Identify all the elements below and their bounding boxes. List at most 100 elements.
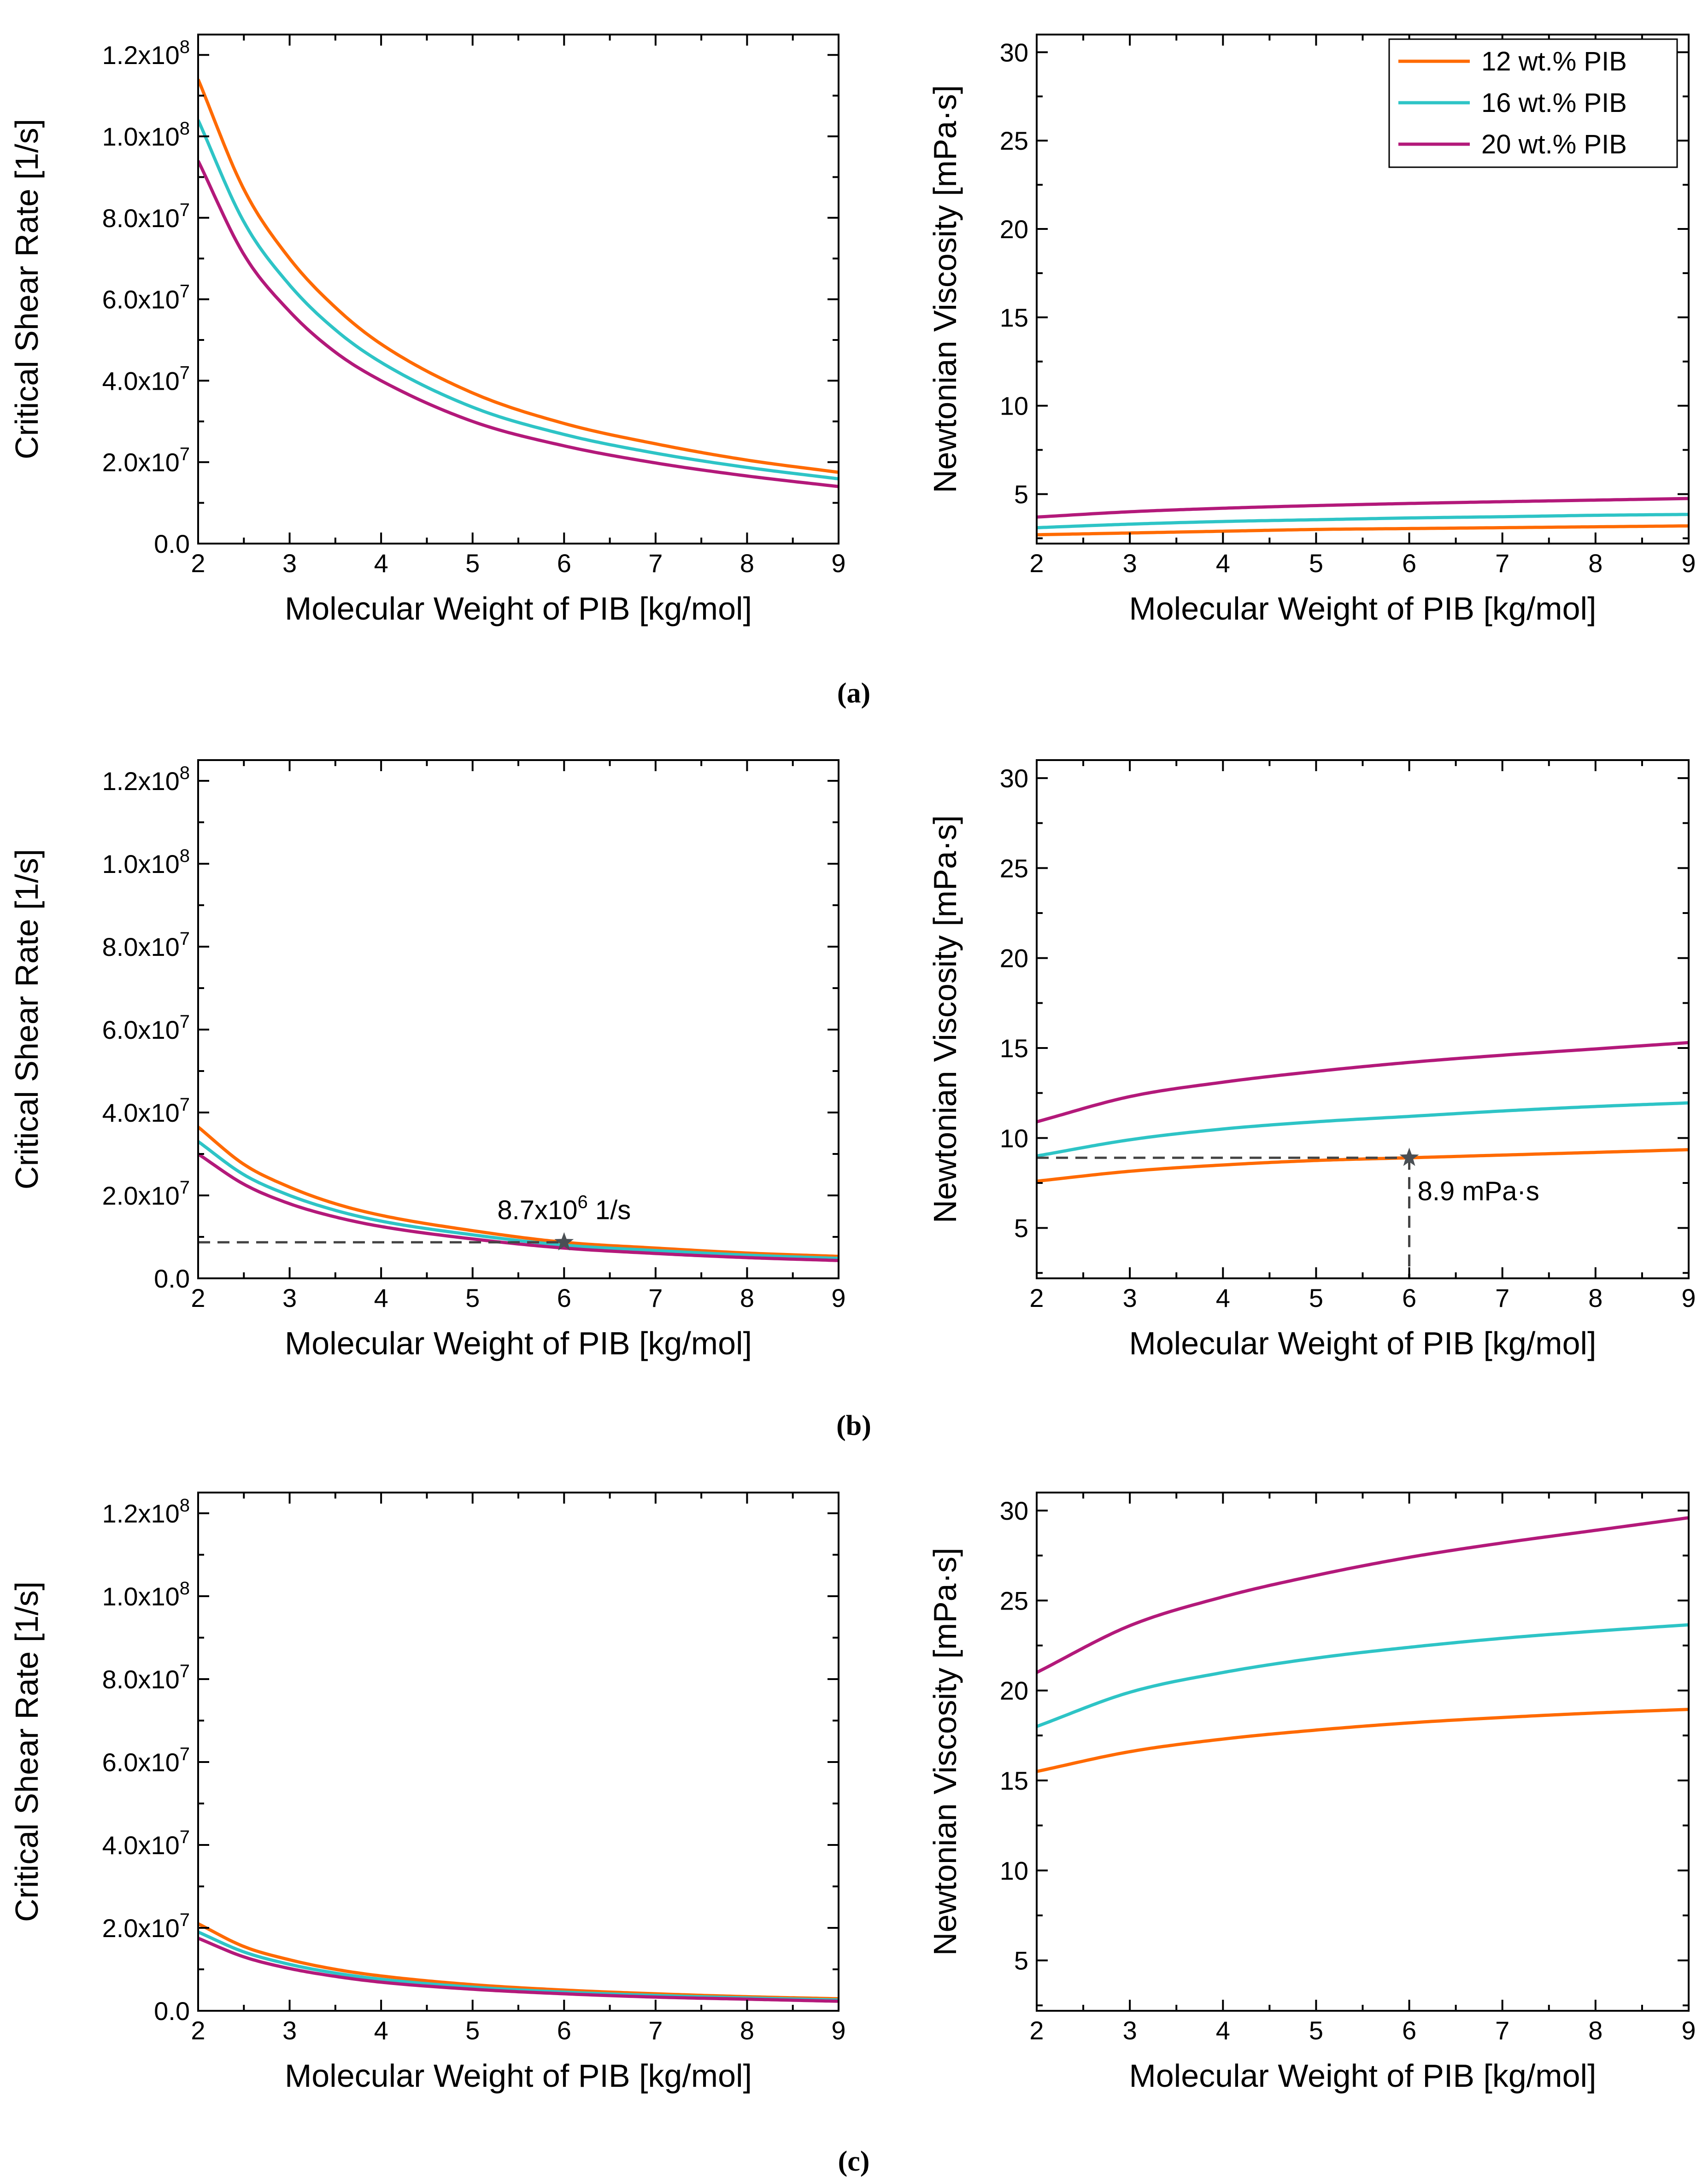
y-tick-label-base: 1.2x10 (102, 767, 180, 796)
y-tick-label: 5 (1014, 1214, 1028, 1243)
y-tick-label-exponent: 7 (180, 281, 190, 302)
y-tick-label-base: 6.0x10 (102, 285, 180, 314)
y-tick-label-base: 25 (1000, 854, 1028, 883)
annotation-label-unit: 1/s (588, 1195, 631, 1225)
y-tick-label: 6.0x107 (102, 1012, 190, 1044)
y-tick-label: 10 (1000, 1856, 1028, 1885)
x-tick-label: 7 (648, 2016, 663, 2045)
legend: 12 wt.% PIB 16 wt.% PIB 20 wt.% PIB (1388, 38, 1678, 168)
x-tick-label: 2 (191, 2016, 205, 2045)
y-tick-label-exponent: 7 (180, 200, 190, 220)
x-tick-label: 8 (1588, 1283, 1602, 1312)
annotation-label-base: 8.7x10 (497, 1195, 577, 1225)
x-tick-label: 3 (1123, 2016, 1137, 2045)
x-tick-label: 4 (1216, 1283, 1230, 1312)
chart-c-viscosity: 2 3 4 5 6 7 8 9 5 10 15 20 25 30 Molecular Weight of P… (927, 1492, 1696, 2094)
y-tick-label-base: 15 (1000, 1766, 1028, 1795)
x-tick-label: 6 (557, 1283, 571, 1312)
x-tick-label: 6 (1402, 549, 1416, 578)
y-tick-label-exponent: 7 (180, 363, 190, 383)
caption-b: (b) (836, 1410, 871, 1441)
x-tick-label: 5 (1309, 2016, 1323, 2045)
annotation-label: 8.9 mPa·s (1418, 1176, 1539, 1206)
y-tick-label: 6.0x107 (102, 281, 190, 314)
y-tick-label: 30 (1000, 1496, 1028, 1525)
series-line-20-wt-pib (198, 160, 839, 488)
x-tick-label: 5 (465, 2016, 480, 2045)
y-tick-label: 4.0x107 (102, 363, 190, 395)
y-axis-title: Critical Shear Rate [1/s] (9, 1581, 45, 1922)
series-line-16-wt-pib (1037, 1101, 1689, 1158)
y-tick-label-base: 6.0x10 (102, 1748, 180, 1777)
y-tick-label-base: 10 (1000, 1856, 1028, 1885)
x-tick-label: 5 (465, 549, 480, 578)
x-axis-title: Molecular Weight of PIB [kg/mol] (1129, 1325, 1596, 1361)
y-tick-label-exponent: 7 (180, 444, 190, 464)
x-tick-label: 5 (1309, 549, 1323, 578)
y-axis-title: Critical Shear Rate [1/s] (9, 119, 45, 459)
y-tick-label-base: 0.0 (154, 1264, 190, 1293)
x-tick-label: 4 (374, 2016, 388, 2045)
y-tick-label-base: 15 (1000, 303, 1028, 332)
y-tick-label: 8.0x107 (102, 1661, 190, 1694)
y-tick-label-base: 2.0x10 (102, 1181, 180, 1210)
x-tick-label: 3 (282, 2016, 297, 2045)
y-tick-label-base: 8.0x10 (102, 1665, 180, 1694)
y-tick-label: 30 (1000, 38, 1028, 67)
series-line-12-wt-pib (198, 1125, 839, 1258)
y-tick-label-base: 5 (1014, 1214, 1028, 1243)
y-tick-label-exponent: 7 (180, 1661, 190, 1681)
y-tick-label: 8.0x107 (102, 929, 190, 961)
y-tick-label: 20 (1000, 1676, 1028, 1705)
x-tick-label: 4 (1216, 2016, 1230, 2045)
y-tick-label: 30 (1000, 764, 1028, 793)
x-tick-label: 4 (374, 1283, 388, 1312)
caption-c: (c) (838, 2146, 870, 2177)
y-tick-label-base: 2.0x10 (102, 1914, 180, 1943)
y-tick-label: 20 (1000, 215, 1028, 244)
y-tick-label-base: 1.0x10 (102, 1582, 180, 1611)
y-tick-label: 0.0 (154, 1997, 190, 2026)
x-tick-label: 3 (282, 549, 297, 578)
x-tick-label: 4 (374, 549, 388, 578)
x-tick-label: 5 (465, 1283, 480, 1312)
legend-label: 16 wt.% PIB (1481, 88, 1627, 118)
annotation-label: 8.7x106 1/s (497, 1192, 631, 1225)
y-tick-label-base: 10 (1000, 1124, 1028, 1153)
y-tick-label-base: 2.0x10 (102, 448, 180, 477)
x-tick-label: 9 (1681, 2016, 1696, 2045)
y-tick-label: 1.0x108 (102, 118, 190, 151)
y-tick-label-base: 1.2x10 (102, 41, 180, 70)
y-tick-label-base: 1.0x10 (102, 122, 180, 151)
x-tick-label: 2 (191, 1283, 205, 1312)
series-line-20-wt-pib (1037, 1041, 1689, 1124)
caption-a: (a) (837, 678, 870, 709)
legend-label: 20 wt.% PIB (1481, 129, 1627, 159)
x-tick-label: 7 (648, 1283, 663, 1312)
y-tick-label: 2.0x107 (102, 1910, 190, 1943)
x-axis-title: Molecular Weight of PIB [kg/mol] (285, 591, 752, 627)
y-tick-label-base: 4.0x10 (102, 366, 180, 395)
x-tick-label: 2 (1029, 549, 1044, 578)
x-tick-label: 6 (557, 549, 571, 578)
y-tick-label: 5 (1014, 1946, 1028, 1975)
y-tick-label: 25 (1000, 126, 1028, 155)
charts-layer: 2 3 4 5 6 7 8 90.02.0x1074.0x1076.0x1078.0x1071… (9, 34, 1696, 2094)
legend-label: 12 wt.% PIB (1481, 47, 1627, 76)
y-tick-label-exponent: 8 (180, 37, 190, 57)
y-tick-label-exponent: 7 (180, 1095, 190, 1115)
y-tick-label-exponent: 8 (180, 763, 190, 783)
series-line-12-wt-pib (1037, 1148, 1689, 1183)
y-tick-label: 25 (1000, 854, 1028, 883)
chart-b-shear-rate: 8.7x106 1/s2 3 4 5 6 7 8 90.02.0x1074.0x1076.0x… (9, 759, 846, 1361)
y-tick-label: 8.0x107 (102, 200, 190, 233)
x-tick-label: 9 (831, 1283, 845, 1312)
y-tick-label: 6.0x107 (102, 1744, 190, 1777)
y-tick-label: 2.0x107 (102, 444, 190, 477)
x-tick-label: 7 (1495, 2016, 1509, 2045)
y-tick-label-base: 4.0x10 (102, 1098, 180, 1127)
series-line-16-wt-pib (198, 119, 839, 480)
x-tick-label: 6 (557, 2016, 571, 2045)
